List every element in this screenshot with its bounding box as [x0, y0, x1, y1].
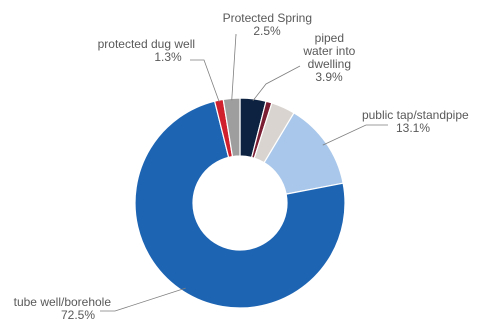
label-piped-water: piped water into dwelling 3.9%	[302, 31, 358, 84]
leader-public-tap	[322, 124, 388, 146]
leader-protected-dug-well	[190, 59, 220, 103]
label-tube-well: tube well/borehole 72.5%	[14, 295, 115, 320]
leader-protected-spring	[231, 33, 237, 101]
leader-tube-well	[100, 287, 186, 312]
leader-lines-group	[100, 33, 388, 312]
slice-tube-well-borehole	[134, 100, 346, 309]
leader-piped-water	[252, 65, 301, 102]
slices-group	[134, 97, 346, 309]
slice-protected-spring	[222, 97, 241, 158]
label-public-tap: public tap/standpipe 13.1%	[362, 108, 472, 135]
label-protected-spring: Protected Spring 2.5%	[223, 11, 316, 38]
label-protected-dug-well: protected dug well 1.3%	[98, 37, 199, 64]
